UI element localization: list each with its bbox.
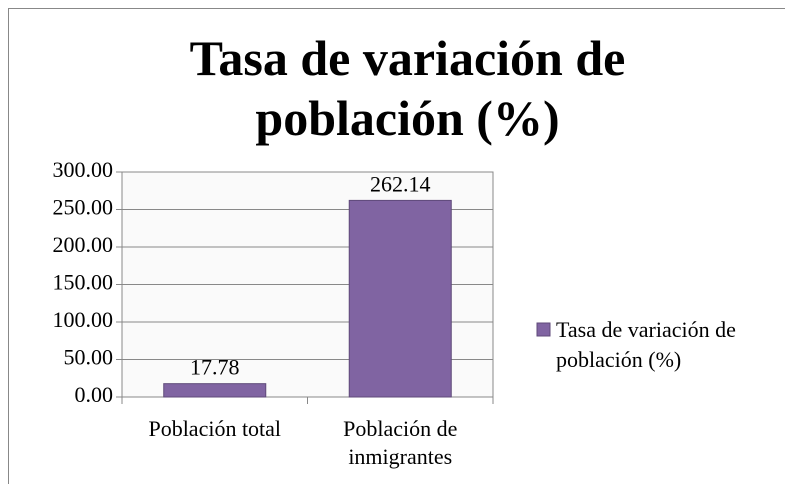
y-tick-label: 0.00 — [75, 382, 114, 407]
y-tick-label: 300.00 — [53, 157, 114, 182]
y-tick-label: 50.00 — [64, 345, 114, 370]
y-tick-label: 250.00 — [53, 195, 114, 220]
data-label: 262.14 — [370, 171, 431, 196]
x-tick-label: Población total — [148, 416, 282, 441]
chart-title: Tasa de variación de población (%) — [189, 30, 626, 146]
x-tick-label: Población de inmigrantes — [343, 416, 458, 469]
y-tick-label: 100.00 — [53, 307, 114, 332]
bar — [348, 199, 452, 398]
y-tick-label: 200.00 — [53, 232, 114, 257]
legend-label: Tasa de variación de población (%) — [556, 317, 736, 372]
data-label: 17.78 — [190, 355, 240, 380]
bar — [163, 383, 267, 398]
chart-border — [8, 8, 785, 484]
y-tick-label: 150.00 — [53, 270, 114, 295]
legend-swatch — [536, 322, 551, 337]
